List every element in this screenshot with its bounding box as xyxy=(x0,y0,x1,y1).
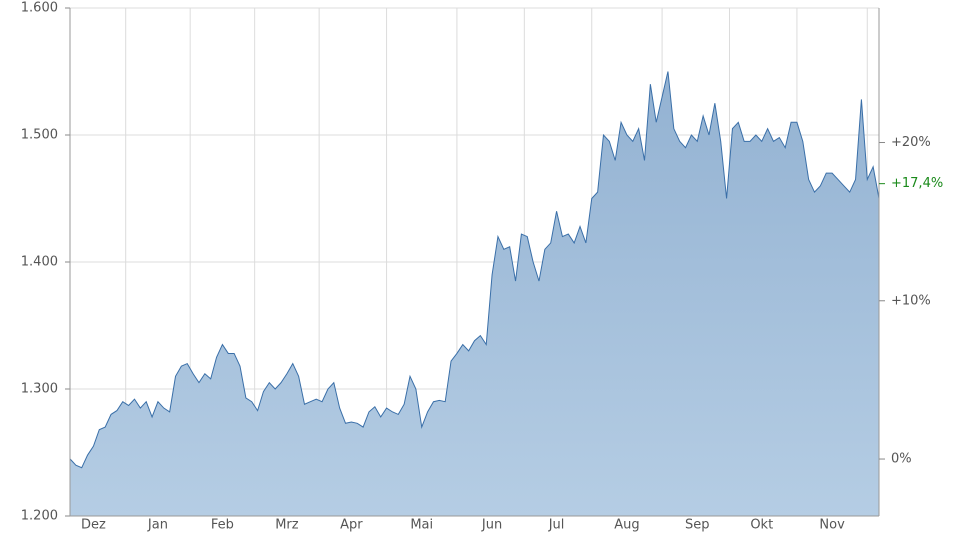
y-tick-label: 1.300 xyxy=(21,382,58,397)
x-tick-label: Nov xyxy=(819,518,845,533)
y2-tick-label: +10% xyxy=(891,293,931,308)
x-tick-label: Mai xyxy=(410,518,433,533)
y-tick-label: 1.400 xyxy=(21,255,58,270)
x-tick-label: Apr xyxy=(340,518,363,533)
x-tick-label: Sep xyxy=(685,518,710,533)
line xyxy=(69,71,880,469)
y-tick-label: 1.200 xyxy=(21,509,58,524)
area xyxy=(70,71,879,516)
x-tick-label: Aug xyxy=(614,518,639,533)
y2-tick-label: 0% xyxy=(891,452,912,467)
y2-tick-label: +20% xyxy=(891,135,931,150)
y-tick-label: 1.500 xyxy=(21,128,58,143)
x-tick-label: Mrz xyxy=(275,518,299,533)
x-tick-label: Feb xyxy=(211,518,234,533)
y-tick-label: 1.600 xyxy=(21,1,58,16)
x-tick-label: Jan xyxy=(147,518,168,533)
current-change-label: +17,4% xyxy=(891,176,943,191)
x-tick-label: Okt xyxy=(750,518,773,533)
x-tick-label: Jun xyxy=(481,518,502,533)
x-tick-label: Dez xyxy=(81,518,106,533)
x-tick-label: Jul xyxy=(548,518,565,533)
